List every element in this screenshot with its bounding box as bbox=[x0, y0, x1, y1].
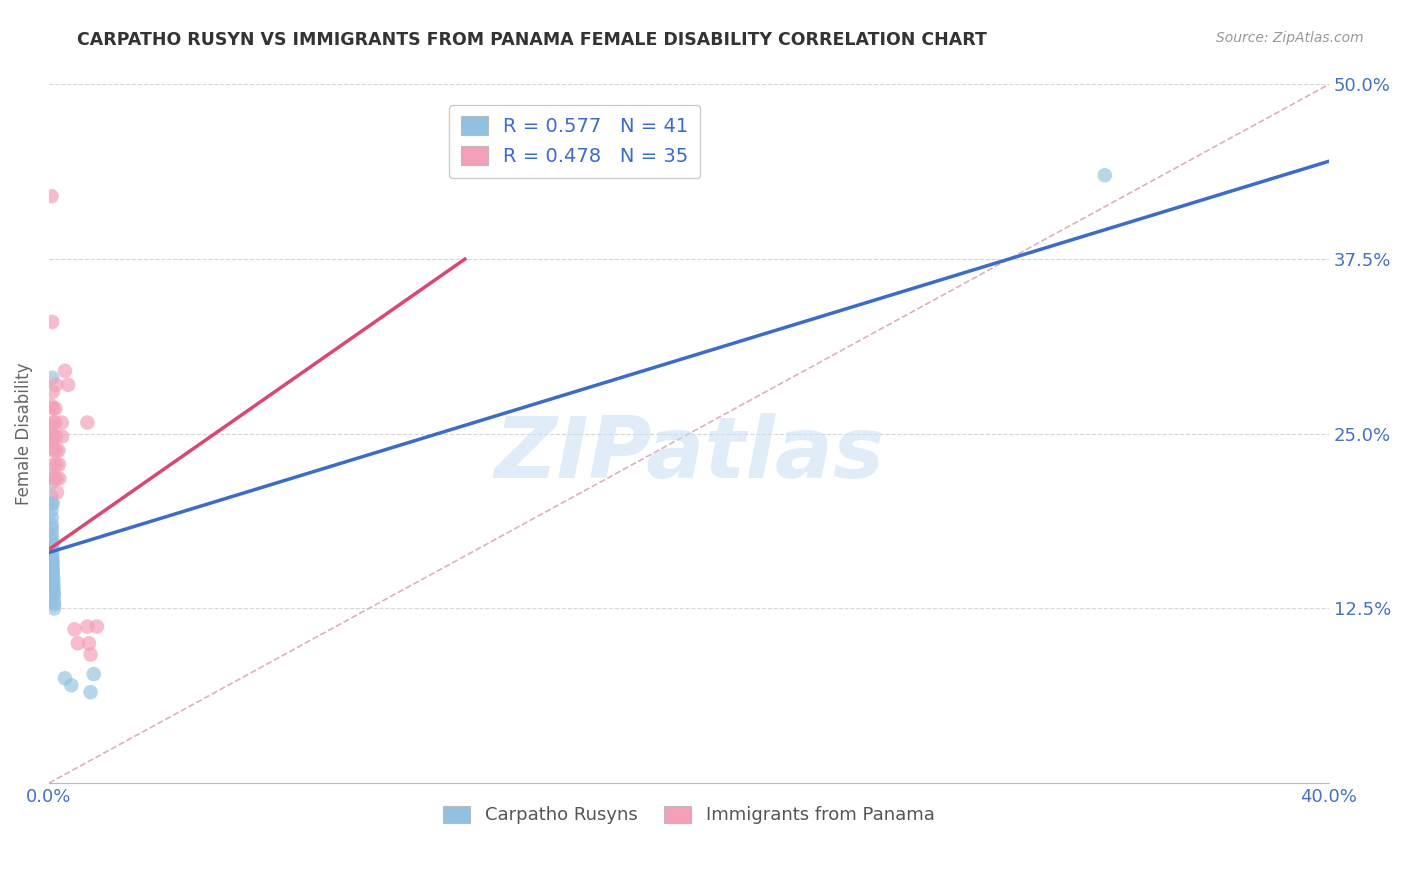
Point bbox=[79, 648, 101, 662]
Point bbox=[42, 574, 65, 589]
Point bbox=[41, 189, 63, 203]
Point bbox=[42, 401, 65, 416]
Legend: Carpatho Rusyns, Immigrants from Panama: Carpatho Rusyns, Immigrants from Panama bbox=[434, 797, 943, 833]
Text: ZIPatlas: ZIPatlas bbox=[494, 413, 884, 496]
Point bbox=[76, 619, 98, 633]
Point bbox=[45, 429, 67, 443]
Point bbox=[44, 416, 66, 430]
Point bbox=[86, 619, 108, 633]
Point bbox=[45, 471, 67, 485]
Point bbox=[51, 416, 73, 430]
Point bbox=[76, 416, 98, 430]
Point bbox=[41, 545, 63, 559]
Text: CARPATHO RUSYN VS IMMIGRANTS FROM PANAMA FEMALE DISABILITY CORRELATION CHART: CARPATHO RUSYN VS IMMIGRANTS FROM PANAMA… bbox=[77, 31, 987, 49]
Point bbox=[41, 552, 63, 566]
Point bbox=[48, 471, 70, 485]
Point bbox=[42, 586, 65, 600]
Point bbox=[41, 532, 63, 546]
Point bbox=[41, 490, 63, 504]
Point bbox=[42, 601, 65, 615]
Point bbox=[56, 377, 79, 392]
Point bbox=[51, 429, 73, 443]
Point bbox=[42, 569, 65, 583]
Point bbox=[41, 541, 63, 556]
Point bbox=[41, 497, 63, 511]
Point bbox=[41, 441, 63, 455]
Point bbox=[48, 458, 70, 472]
Point bbox=[42, 416, 65, 430]
Point bbox=[41, 517, 63, 532]
Point bbox=[42, 594, 65, 608]
Point bbox=[42, 497, 65, 511]
Point bbox=[48, 443, 70, 458]
Point bbox=[41, 561, 63, 575]
Point bbox=[44, 401, 66, 416]
Y-axis label: Female Disability: Female Disability bbox=[15, 362, 32, 505]
Point bbox=[41, 503, 63, 517]
Point bbox=[42, 429, 65, 443]
Point bbox=[41, 475, 63, 490]
Point bbox=[41, 315, 63, 329]
Point bbox=[41, 527, 63, 541]
Point bbox=[66, 636, 89, 650]
Point bbox=[41, 558, 63, 572]
Point bbox=[41, 399, 63, 413]
Point bbox=[53, 364, 76, 378]
Point bbox=[42, 458, 65, 472]
Point bbox=[42, 471, 65, 485]
Point bbox=[45, 377, 67, 392]
Point bbox=[42, 597, 65, 611]
Point bbox=[42, 443, 65, 458]
Point bbox=[1094, 168, 1116, 182]
Point bbox=[41, 434, 63, 448]
Point bbox=[41, 434, 63, 448]
Point bbox=[45, 458, 67, 472]
Point bbox=[41, 419, 63, 434]
Point bbox=[60, 678, 83, 692]
Point bbox=[41, 535, 63, 549]
Point bbox=[41, 426, 63, 441]
Point bbox=[42, 581, 65, 595]
Point bbox=[45, 443, 67, 458]
Point bbox=[42, 564, 65, 578]
Point bbox=[42, 566, 65, 581]
Point bbox=[46, 485, 69, 500]
Point bbox=[53, 671, 76, 685]
Point bbox=[83, 667, 105, 681]
Point bbox=[41, 468, 63, 483]
Text: Source: ZipAtlas.com: Source: ZipAtlas.com bbox=[1216, 31, 1364, 45]
Point bbox=[42, 572, 65, 586]
Point bbox=[42, 583, 65, 598]
Point bbox=[41, 510, 63, 524]
Point bbox=[41, 522, 63, 536]
Point bbox=[42, 384, 65, 399]
Point bbox=[41, 549, 63, 564]
Point bbox=[42, 589, 65, 603]
Point bbox=[42, 577, 65, 591]
Point bbox=[77, 636, 100, 650]
Point bbox=[41, 555, 63, 569]
Point bbox=[63, 623, 86, 637]
Point bbox=[79, 685, 101, 699]
Point bbox=[41, 539, 63, 553]
Point bbox=[41, 371, 63, 385]
